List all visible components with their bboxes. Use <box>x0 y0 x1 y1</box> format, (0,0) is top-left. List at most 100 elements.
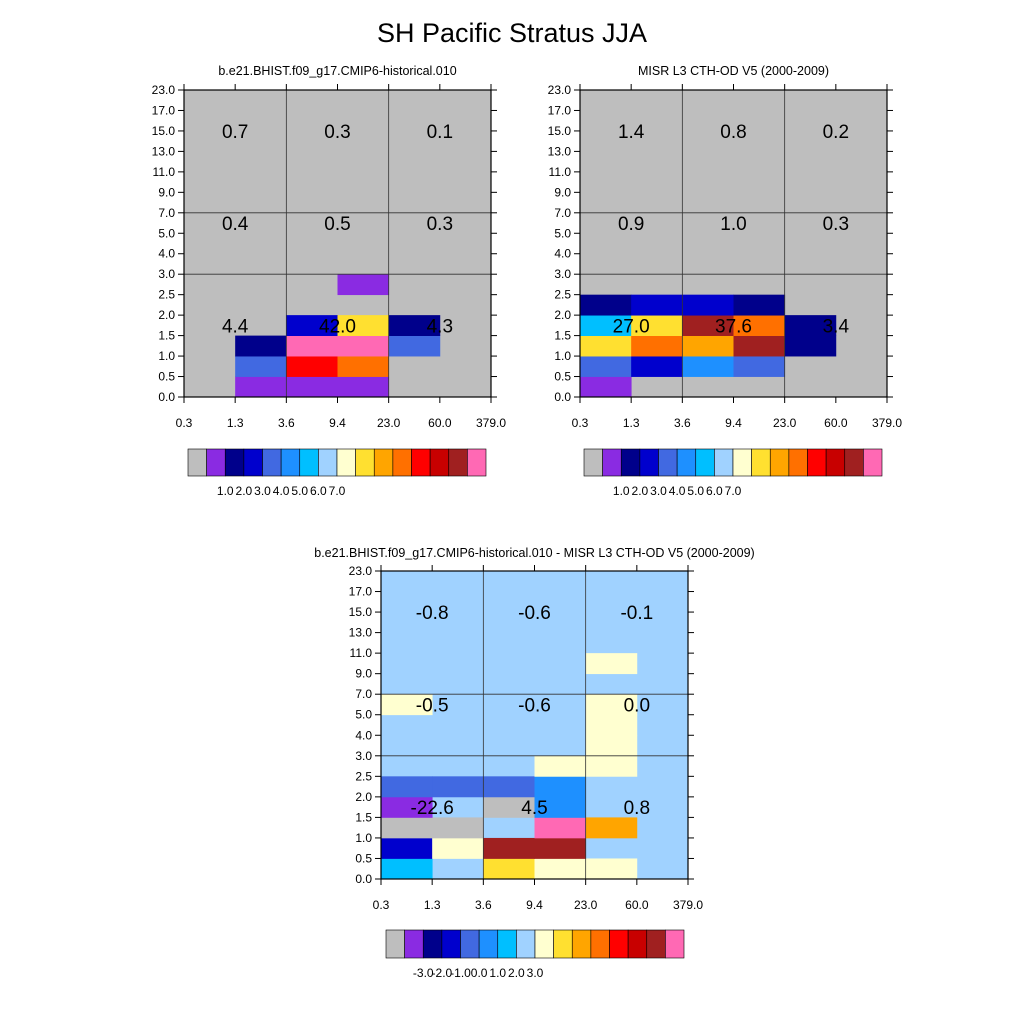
obs-cell <box>682 356 734 377</box>
obs-cell <box>580 356 632 377</box>
model-colorbar-label: 1.0 <box>217 484 234 498</box>
diff-cell <box>534 776 587 798</box>
diff-y-tick-label: 2.5 <box>355 769 372 783</box>
obs-x-tick-label: 1.3 <box>623 416 640 430</box>
diff-y-tick-label: 15.0 <box>349 605 373 619</box>
model-y-tick-label: 9.0 <box>158 185 175 199</box>
model-colorbar-swatch <box>187 448 207 477</box>
model-annotation: 0.5 <box>324 214 350 235</box>
diff-colorbar-swatch <box>534 929 554 959</box>
diff-x-tick-label: 3.6 <box>475 898 492 912</box>
diff-x-tick-label: 60.0 <box>625 898 649 912</box>
diff-colorbar-label: -3.0 <box>413 966 434 980</box>
obs-y-tick-label: 5.0 <box>554 226 571 240</box>
diff-annotation: -0.6 <box>518 695 551 716</box>
obs-y-tick-label: 15.0 <box>548 124 572 138</box>
diff-cell <box>585 817 638 839</box>
model-colorbar-swatch <box>224 448 245 477</box>
obs-y-tick-label: 7.0 <box>554 206 571 220</box>
diff-colorbar-label: -1.0 <box>450 966 471 980</box>
diff-cell <box>534 837 587 859</box>
diff-cell <box>585 694 638 716</box>
obs-annotation: 3.4 <box>823 316 850 337</box>
diff-y-tick-label: 0.5 <box>355 851 372 865</box>
obs-cell <box>682 315 734 336</box>
obs-cell <box>580 376 632 398</box>
diff-cell <box>534 755 587 777</box>
model-colorbar-swatch <box>318 448 338 477</box>
model-colorbar-label: 3.0 <box>254 484 271 498</box>
obs-cell <box>631 294 683 316</box>
diff-colorbar-swatch <box>516 929 536 959</box>
diff-annotation: -0.8 <box>416 603 449 624</box>
model-cell <box>235 335 287 357</box>
diff-title: b.e21.BHIST.f09_g17.CMIP6-historical.010… <box>314 546 754 560</box>
diff-cell <box>381 694 433 716</box>
obs-y-tick-label: 2.5 <box>554 288 571 302</box>
diff-y-tick-label: 5.0 <box>355 708 372 722</box>
model-y-tick-label: 0.5 <box>158 370 175 384</box>
diff-colorbar-label: 2.0 <box>508 966 525 980</box>
diff-cell <box>585 858 638 880</box>
model-x-tick-label: 3.6 <box>278 416 295 430</box>
diff-colorbar-swatch <box>590 929 610 959</box>
model-y-tick-label: 17.0 <box>152 103 176 117</box>
obs-colorbar-label: 1.0 <box>613 484 630 498</box>
diff-cell <box>585 714 638 736</box>
obs-cell <box>580 335 632 357</box>
diff-colorbar-label: -2.0 <box>432 966 453 980</box>
obs-cell <box>784 315 837 336</box>
diff-colorbar-swatch <box>422 929 443 959</box>
obs-y-tick-label: 13.0 <box>548 144 572 158</box>
model-colorbar-swatch <box>299 448 319 477</box>
obs-colorbar-swatch <box>714 448 734 477</box>
model-x-tick-label: 0.3 <box>176 416 193 430</box>
obs-annotation: 0.2 <box>823 122 849 143</box>
diff-y-tick-label: 3.0 <box>355 749 372 763</box>
obs-colorbar-label: 6.0 <box>706 484 723 498</box>
obs-colorbar-swatch <box>788 448 808 477</box>
diff-colorbar-swatch <box>385 929 405 959</box>
diff-colorbar-label: 3.0 <box>527 966 544 980</box>
obs-colorbar-label: 5.0 <box>687 484 704 498</box>
diff-annotation: 0.0 <box>624 695 650 716</box>
diff-cell <box>381 837 433 859</box>
model-colorbar-swatch <box>467 448 487 477</box>
obs-y-tick-label: 1.0 <box>554 349 571 363</box>
obs-colorbar-swatch <box>751 448 771 477</box>
obs-cell <box>733 315 786 336</box>
model-cell <box>286 315 338 336</box>
diff-annotation: -0.6 <box>518 603 551 624</box>
diff-cell <box>483 796 535 818</box>
diff-cell <box>534 858 587 880</box>
diff-cell <box>381 796 433 818</box>
obs-annotation: 0.8 <box>720 122 746 143</box>
obs-cell <box>580 294 632 316</box>
diff-colorbar-label: 1.0 <box>489 966 506 980</box>
model-x-tick-label: 9.4 <box>329 416 346 430</box>
obs-cell <box>784 335 837 357</box>
obs-y-tick-label: 17.0 <box>548 103 572 117</box>
obs-annotation: 1.4 <box>618 122 645 143</box>
obs-colorbar-label: 3.0 <box>650 484 667 498</box>
obs-cell <box>682 294 734 316</box>
diff-annotation: 4.5 <box>521 798 547 819</box>
obs-x-tick-label: 3.6 <box>674 416 691 430</box>
model-y-tick-label: 1.0 <box>158 349 175 363</box>
obs-y-tick-label: 3.0 <box>554 267 571 281</box>
model-y-tick-label: 7.0 <box>158 206 175 220</box>
model-annotation: 4.4 <box>222 316 249 337</box>
model-y-tick-label: 3.0 <box>158 267 175 281</box>
obs-title: MISR L3 CTH-OD V5 (2000-2009) <box>638 64 829 78</box>
obs-x-tick-label: 23.0 <box>773 416 797 430</box>
model-title: b.e21.BHIST.f09_g17.CMIP6-historical.010 <box>218 64 456 78</box>
diff-cell <box>483 858 535 880</box>
obs-cell <box>580 315 632 336</box>
diff-y-tick-label: 13.0 <box>349 626 373 640</box>
model-y-tick-label: 15.0 <box>152 124 176 138</box>
obs-colorbar-swatch <box>620 448 641 477</box>
obs-annotation: 27.0 <box>613 316 650 337</box>
obs-annotation: 37.6 <box>715 316 752 337</box>
obs-colorbar-swatch <box>807 448 827 477</box>
